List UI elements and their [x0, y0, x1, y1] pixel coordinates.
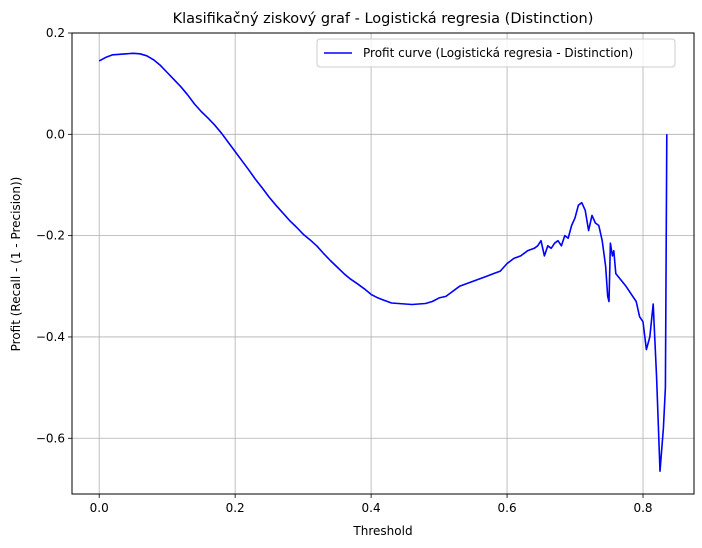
- legend: Profit curve (Logistická regresia - Dist…: [316, 38, 676, 68]
- legend-box: [316, 38, 676, 68]
- y-tick-label: −0.4: [36, 330, 65, 344]
- plot-frame: [71, 32, 695, 495]
- series-lines: [98, 52, 668, 473]
- x-axis-title: Threshold: [352, 524, 412, 538]
- x-tick-label: 0.6: [498, 501, 517, 515]
- chart-title: Klasifikačný ziskový graf - Logistická r…: [173, 11, 594, 27]
- y-tick-label: 0.2: [46, 26, 65, 40]
- y-tick-label: 0.0: [46, 127, 65, 141]
- x-tick-label: 0.0: [90, 501, 109, 515]
- y-tick-label: −0.2: [36, 229, 65, 243]
- y-axis-title: Profit (Recall - (1 - Precision)): [9, 177, 23, 352]
- y-tick-label: −0.6: [36, 431, 65, 445]
- x-tick-label: 0.4: [362, 501, 381, 515]
- x-tick-label: 0.2: [226, 501, 245, 515]
- legend-label: Profit curve (Logistická regresia - Dist…: [363, 46, 633, 60]
- axis-ticks: 0.0 0.2 0.4 0.6 0.8 0.2 0.0 −0.2 −0.4 −0.6: [36, 26, 653, 515]
- series-line: [98, 52, 668, 473]
- x-tick-label: 0.8: [633, 501, 652, 515]
